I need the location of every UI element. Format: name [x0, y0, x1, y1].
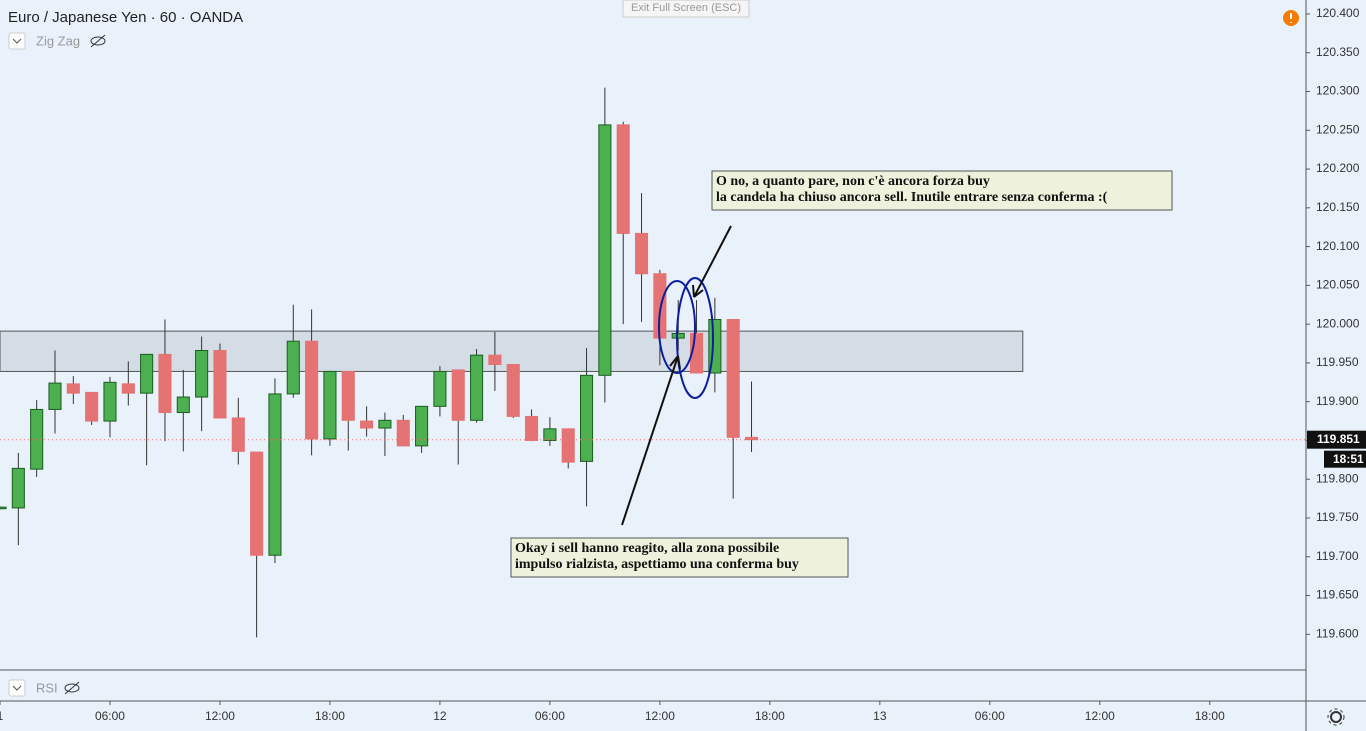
last-price-label: 119.851 — [1317, 432, 1360, 446]
x-tick-label: 13 — [873, 709, 887, 723]
candle-body — [598, 124, 612, 376]
x-tick-label: 12:00 — [205, 709, 235, 723]
candle-body — [121, 383, 135, 394]
candle-body — [525, 415, 539, 441]
candle-body — [433, 370, 447, 407]
chart-title: Euro / Japanese Yen · 60 · OANDA — [8, 9, 243, 26]
x-tick-label: 12:00 — [1085, 709, 1115, 723]
candle-body — [561, 428, 575, 463]
candle-body — [341, 370, 355, 421]
collapse-button[interactable] — [8, 679, 26, 697]
x-tick-label: 12 — [433, 709, 447, 723]
arrow-head — [692, 284, 704, 298]
settings-icon[interactable] — [1327, 708, 1345, 726]
time-axis — [0, 701, 1366, 731]
candle-body — [671, 332, 685, 339]
candle-body — [48, 382, 62, 410]
indicator-name: RSI — [36, 680, 58, 695]
y-tick-label: 119.650 — [1316, 588, 1359, 602]
annotation-text: impulso rialzista, aspettiamo una confer… — [515, 557, 799, 572]
candle-body — [195, 350, 209, 398]
arrow — [621, 355, 679, 526]
y-tick-label: 120.100 — [1316, 239, 1360, 253]
candle-body — [11, 467, 25, 509]
candle-body — [360, 420, 374, 429]
last-price-tag — [1307, 430, 1366, 449]
candle-body — [744, 436, 759, 441]
indicator-name: Zig Zag — [36, 33, 80, 48]
y-tick-label: 119.800 — [1316, 471, 1359, 485]
candle-body — [726, 318, 740, 438]
candle-body — [66, 383, 80, 394]
candle-body — [470, 354, 484, 421]
candle-body — [250, 451, 264, 556]
x-tick-label: 18:00 — [315, 709, 345, 723]
x-tick-label: 1 — [0, 709, 4, 723]
candle-body — [323, 370, 337, 440]
candle-body — [378, 419, 392, 429]
x-tick-label: 18:00 — [755, 709, 785, 723]
candle-body — [158, 353, 172, 414]
rsi-pane — [0, 670, 1306, 701]
candle-body — [415, 405, 429, 447]
annotation-box — [510, 537, 849, 578]
y-tick-label: 120.350 — [1316, 45, 1360, 59]
visibility-toggle[interactable] — [64, 681, 80, 695]
y-tick-label: 120.300 — [1316, 84, 1360, 98]
candle-body — [506, 363, 520, 417]
chevron — [12, 38, 22, 44]
highlight-ellipse — [658, 280, 696, 374]
candle-body — [213, 350, 227, 419]
y-tick-label: 119.900 — [1316, 394, 1359, 408]
x-tick-label: 18:00 — [1195, 709, 1225, 723]
arrow — [693, 225, 732, 298]
arrow-head — [669, 355, 681, 370]
candle-body — [305, 340, 319, 440]
highlight-ellipse — [676, 277, 714, 399]
y-tick-label: 120.150 — [1316, 200, 1360, 214]
countdown-label: 18:51 — [1333, 452, 1364, 466]
y-tick-label: 120.050 — [1316, 278, 1360, 292]
annotation-text: Okay i sell hanno reagito, alla zona pos… — [515, 541, 779, 556]
x-tick-label: 06:00 — [535, 709, 565, 723]
visibility-toggle[interactable] — [90, 34, 106, 48]
candle-body — [580, 374, 594, 462]
candle-body — [396, 419, 410, 447]
candle-body — [103, 381, 117, 422]
collapse-button[interactable] — [8, 32, 26, 50]
y-tick-label: 120.250 — [1316, 122, 1360, 136]
candle-body — [488, 354, 502, 365]
annotation-box — [711, 170, 1173, 211]
candle-body — [176, 396, 190, 414]
y-tick-label: 119.950 — [1316, 355, 1359, 369]
candle-body — [0, 506, 7, 510]
x-tick-label: 06:00 — [975, 709, 1005, 723]
y-tick-label: 120.400 — [1316, 6, 1360, 20]
candle-body — [616, 124, 630, 234]
x-tick-label: 06:00 — [95, 709, 125, 723]
candle-body — [85, 391, 99, 422]
y-tick-label: 119.750 — [1316, 510, 1359, 524]
countdown-tag — [1324, 450, 1366, 468]
y-tick-label: 120.200 — [1316, 161, 1360, 175]
annotation-text: O no, a quanto pare, non c'è ancora forz… — [716, 174, 990, 189]
candle-body — [634, 232, 649, 275]
candle-body — [286, 340, 300, 395]
price-axis — [1306, 0, 1366, 701]
annotation-text: la candela ha chiuso ancora sell. Inutil… — [716, 190, 1108, 205]
y-tick-label: 119.700 — [1316, 549, 1359, 563]
candle-body — [451, 369, 465, 421]
y-tick-label: 119.600 — [1316, 627, 1359, 641]
exit-button[interactable] — [622, 0, 750, 18]
candle-body — [140, 353, 154, 394]
x-tick-label: 12:00 — [645, 709, 675, 723]
y-tick-label: 120.000 — [1316, 316, 1360, 330]
candle-body — [543, 428, 557, 441]
chevron — [12, 685, 22, 691]
candle-body — [268, 393, 282, 556]
candle-body — [231, 417, 245, 452]
exit-button-label: Exit Full Screen (ESC) — [631, 2, 741, 14]
